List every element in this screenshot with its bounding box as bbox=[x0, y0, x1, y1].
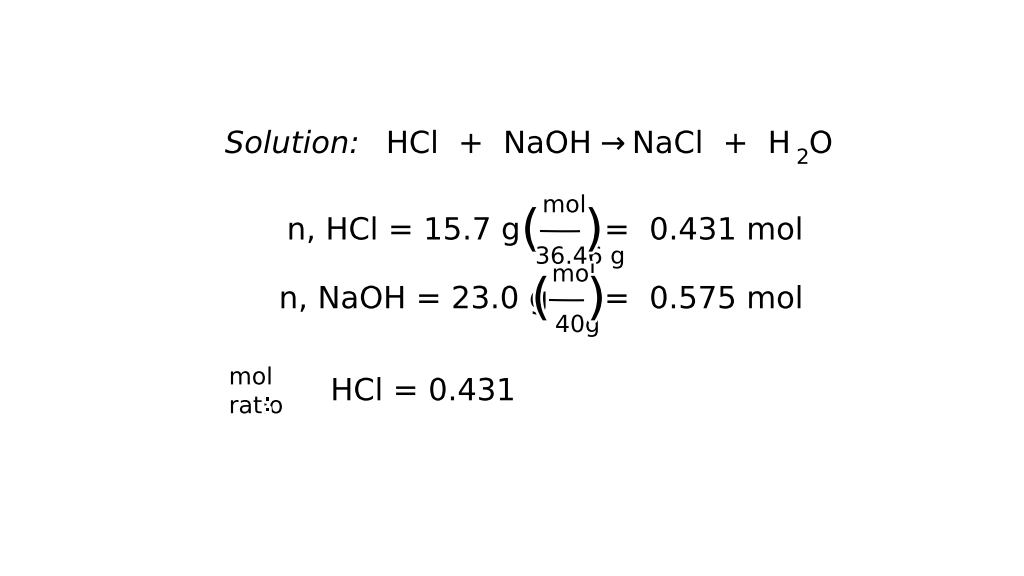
Text: (: ( bbox=[531, 276, 551, 324]
Text: ratio: ratio bbox=[228, 394, 284, 418]
Text: :: : bbox=[263, 391, 272, 417]
Text: 40g: 40g bbox=[555, 313, 600, 337]
Text: mol: mol bbox=[552, 263, 596, 286]
Text: ): ) bbox=[585, 207, 604, 255]
Text: HCl = 0.431: HCl = 0.431 bbox=[331, 377, 516, 406]
Text: →: → bbox=[600, 130, 626, 159]
Text: ): ) bbox=[587, 276, 606, 324]
Text: =  0.431 mol: = 0.431 mol bbox=[604, 217, 803, 245]
Text: O: O bbox=[809, 130, 833, 159]
Text: mol: mol bbox=[543, 194, 587, 217]
Text: 36.46 g: 36.46 g bbox=[536, 245, 625, 269]
Text: n, HCl = 15.7 g: n, HCl = 15.7 g bbox=[287, 217, 520, 245]
Text: =  0.575 mol: = 0.575 mol bbox=[604, 285, 803, 314]
Text: 2: 2 bbox=[797, 148, 809, 168]
Text: Solution:: Solution: bbox=[225, 130, 359, 159]
Text: HCl  +  NaOH: HCl + NaOH bbox=[386, 130, 592, 159]
Text: (: ( bbox=[521, 207, 541, 255]
Text: mol: mol bbox=[228, 365, 272, 389]
Text: n, NaOH = 23.0 g: n, NaOH = 23.0 g bbox=[279, 285, 548, 314]
Text: NaCl  +  H: NaCl + H bbox=[632, 130, 791, 159]
